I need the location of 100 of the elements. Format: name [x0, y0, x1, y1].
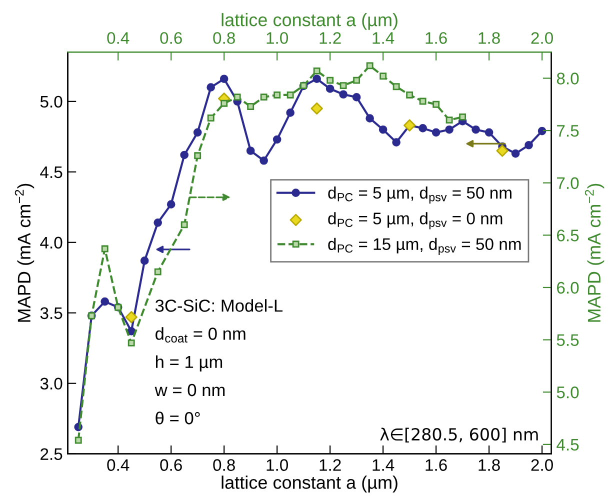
point — [101, 245, 108, 252]
x2-tick-label: 0.8 — [213, 32, 235, 44]
y-tick-label: 4.0 — [40, 236, 62, 249]
point — [286, 108, 294, 117]
point — [418, 124, 427, 132]
x-tick-label: 1.2 — [320, 459, 341, 471]
point — [247, 103, 254, 110]
point — [286, 92, 294, 98]
point — [392, 83, 400, 90]
x-axis-title: lattice constant a (µm) — [222, 476, 398, 492]
point — [538, 126, 546, 136]
point — [74, 436, 82, 444]
x-tick-label: 2.0 — [531, 459, 553, 471]
point — [128, 339, 135, 346]
x2-tick-label: 1.0 — [266, 32, 288, 44]
point — [206, 83, 216, 92]
x2-tick-label: 1.2 — [320, 32, 341, 44]
point — [380, 72, 387, 80]
point — [340, 82, 347, 90]
point — [326, 84, 334, 93]
y2-tick-label: 4.5 — [556, 438, 579, 451]
point — [260, 94, 268, 101]
point — [313, 67, 320, 74]
x2-axis-title: lattice constant a (µm) — [222, 13, 398, 30]
x-tick-label: 0.4 — [107, 459, 130, 471]
point — [326, 76, 334, 84]
y-tick-label: 5.0 — [40, 96, 62, 108]
y-tick-label: 2.5 — [40, 448, 62, 460]
y-tick-label: 3.5 — [40, 307, 62, 320]
point — [366, 114, 374, 122]
point — [220, 100, 228, 107]
x-tick-label: 0.8 — [213, 459, 235, 471]
point — [392, 138, 400, 146]
x2-tick-label: 0.4 — [107, 32, 130, 44]
point — [511, 149, 520, 158]
point — [310, 102, 323, 115]
legend-label: d$_{PC}$ = 5 µm, d$_{psv}$ = 0 nm — [328, 212, 502, 230]
point — [194, 152, 202, 160]
point — [406, 92, 414, 98]
point — [234, 94, 241, 101]
point — [432, 128, 440, 137]
point — [524, 140, 533, 150]
y-tick-label: 4.5 — [40, 166, 62, 178]
y-axis-title: MAPD (mA cm$^{−2}$) — [14, 184, 34, 322]
x-tick-label: 0.6 — [160, 459, 182, 471]
point — [180, 150, 189, 160]
y2-tick-label: 8.0 — [556, 72, 579, 84]
y2-tick-label: 5.5 — [556, 334, 579, 346]
point — [339, 90, 348, 99]
x2-tick-label: 1.8 — [478, 32, 500, 44]
y2-tick-label: 7.0 — [557, 177, 579, 190]
point — [472, 125, 480, 134]
point — [496, 144, 508, 157]
y2-tick-label: 6.0 — [557, 282, 579, 294]
point — [100, 297, 110, 306]
annotation: d$_{coat}$ = 0 nm — [156, 327, 246, 343]
point — [140, 256, 149, 265]
point — [352, 93, 361, 102]
point — [353, 76, 360, 84]
point — [484, 128, 494, 137]
point — [166, 200, 176, 208]
x-tick-label: 1.0 — [266, 459, 288, 471]
x2-tick-label: 0.6 — [160, 32, 182, 44]
point — [246, 146, 255, 155]
x-tick-label: 1.8 — [478, 459, 500, 471]
point — [312, 74, 321, 84]
y2-tick-label: 5.0 — [556, 386, 579, 398]
point — [260, 156, 268, 165]
x-tick-label: 1.4 — [372, 459, 394, 471]
x2-tick-label: 2.0 — [531, 32, 553, 44]
point — [459, 113, 466, 120]
x2-tick-label: 1.4 — [372, 32, 394, 44]
point — [274, 92, 281, 98]
point — [419, 98, 426, 105]
point — [272, 135, 282, 144]
point — [154, 268, 162, 276]
point — [125, 311, 138, 324]
y2-tick-label: 6.5 — [557, 230, 579, 242]
annotation: h = 1 µm — [156, 355, 222, 372]
x2-tick-label: 1.6 — [426, 32, 447, 44]
y2-axis-title: MAPD (mA cm$^{−2}$) — [584, 184, 604, 322]
point — [207, 114, 214, 122]
point — [445, 125, 454, 134]
point — [220, 74, 228, 84]
x-tick-label: 1.6 — [426, 459, 447, 471]
annotation: λ∈[280.5, 600] nm — [380, 428, 538, 443]
point — [154, 218, 162, 227]
legend-label: d$_{PC}$ = 15 µm, d$_{psv}$ = 50 nm — [328, 238, 521, 255]
point — [378, 125, 388, 134]
y2-tick-label: 7.5 — [557, 125, 579, 137]
point — [432, 100, 440, 108]
point — [193, 128, 202, 137]
annotation: w = 0 nm — [154, 384, 225, 396]
annotation: 3C-SiC: Model-L — [155, 299, 283, 312]
y-tick-label: 3.0 — [40, 378, 62, 390]
annotation: θ = 0° — [156, 412, 200, 424]
legend-label: d$_{PC}$ = 5 µm, d$_{psv}$ = 50 nm — [328, 186, 512, 204]
point — [180, 221, 188, 228]
point — [366, 62, 374, 70]
point — [446, 116, 453, 124]
